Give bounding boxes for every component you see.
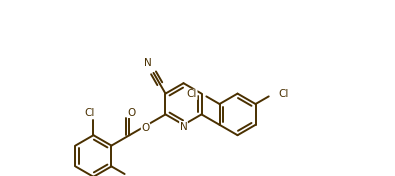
Text: N: N <box>144 58 152 68</box>
Text: Cl: Cl <box>186 89 197 99</box>
Text: O: O <box>141 123 150 133</box>
Text: Cl: Cl <box>278 89 288 99</box>
Text: Cl: Cl <box>84 108 95 118</box>
Text: O: O <box>127 108 135 118</box>
Text: N: N <box>180 122 187 132</box>
